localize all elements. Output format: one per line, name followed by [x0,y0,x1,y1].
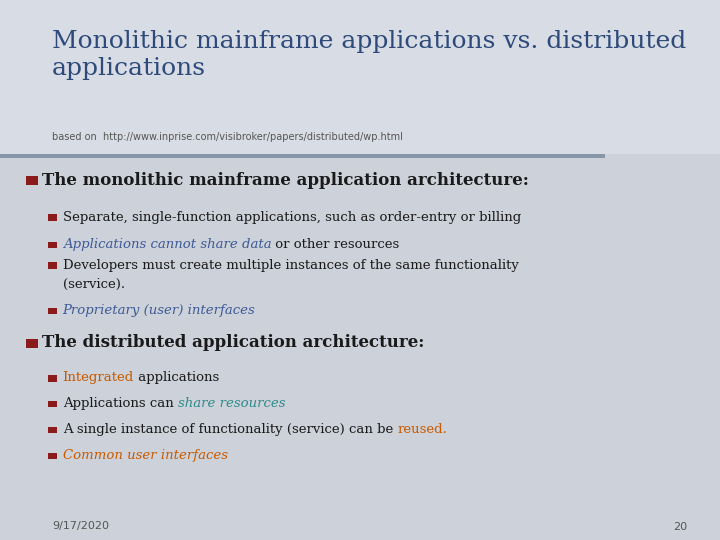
Text: based on  http://www.inprise.com/visibroker/papers/distributed/wp.html: based on http://www.inprise.com/visibrok… [52,132,402,143]
Text: Applications can: Applications can [63,397,178,410]
Bar [48,453,57,460]
Bar [48,214,57,221]
Text: 9/17/2020: 9/17/2020 [52,522,109,531]
Text: Common user interfaces: Common user interfaces [63,449,228,462]
Bar [48,262,57,269]
Text: Proprietary (user) interfaces: Proprietary (user) interfaces [63,304,256,317]
Text: The monolithic mainframe application architecture:: The monolithic mainframe application arc… [42,172,528,189]
Text: Developers must create multiple instances of the same functionality: Developers must create multiple instance… [63,259,518,272]
Bar [26,339,37,348]
Bar [0,0,720,154]
Bar [48,375,57,382]
Bar [48,401,57,408]
Text: The distributed application architecture:: The distributed application architecture… [42,334,424,352]
Text: or other resources: or other resources [271,238,400,251]
Text: Monolithic mainframe applications vs. distributed: Monolithic mainframe applications vs. di… [52,30,686,53]
Bar [0,154,720,540]
Bar [48,308,57,314]
Text: 20: 20 [673,522,688,531]
Text: reused.: reused. [397,423,447,436]
Text: Separate, single-function applications, such as order-entry or billing: Separate, single-function applications, … [63,211,521,224]
Text: (service).: (service). [63,278,125,291]
Bar [48,242,57,248]
Text: Integrated: Integrated [63,372,134,384]
Text: A single instance of functionality (service) can be: A single instance of functionality (serv… [63,423,397,436]
Text: applications: applications [134,372,219,384]
Bar [48,427,57,434]
Text: Applications cannot share data: Applications cannot share data [63,238,271,251]
Text: applications: applications [52,57,206,80]
Bar [0,154,605,158]
Bar [26,177,37,185]
Text: share resources: share resources [178,397,285,410]
